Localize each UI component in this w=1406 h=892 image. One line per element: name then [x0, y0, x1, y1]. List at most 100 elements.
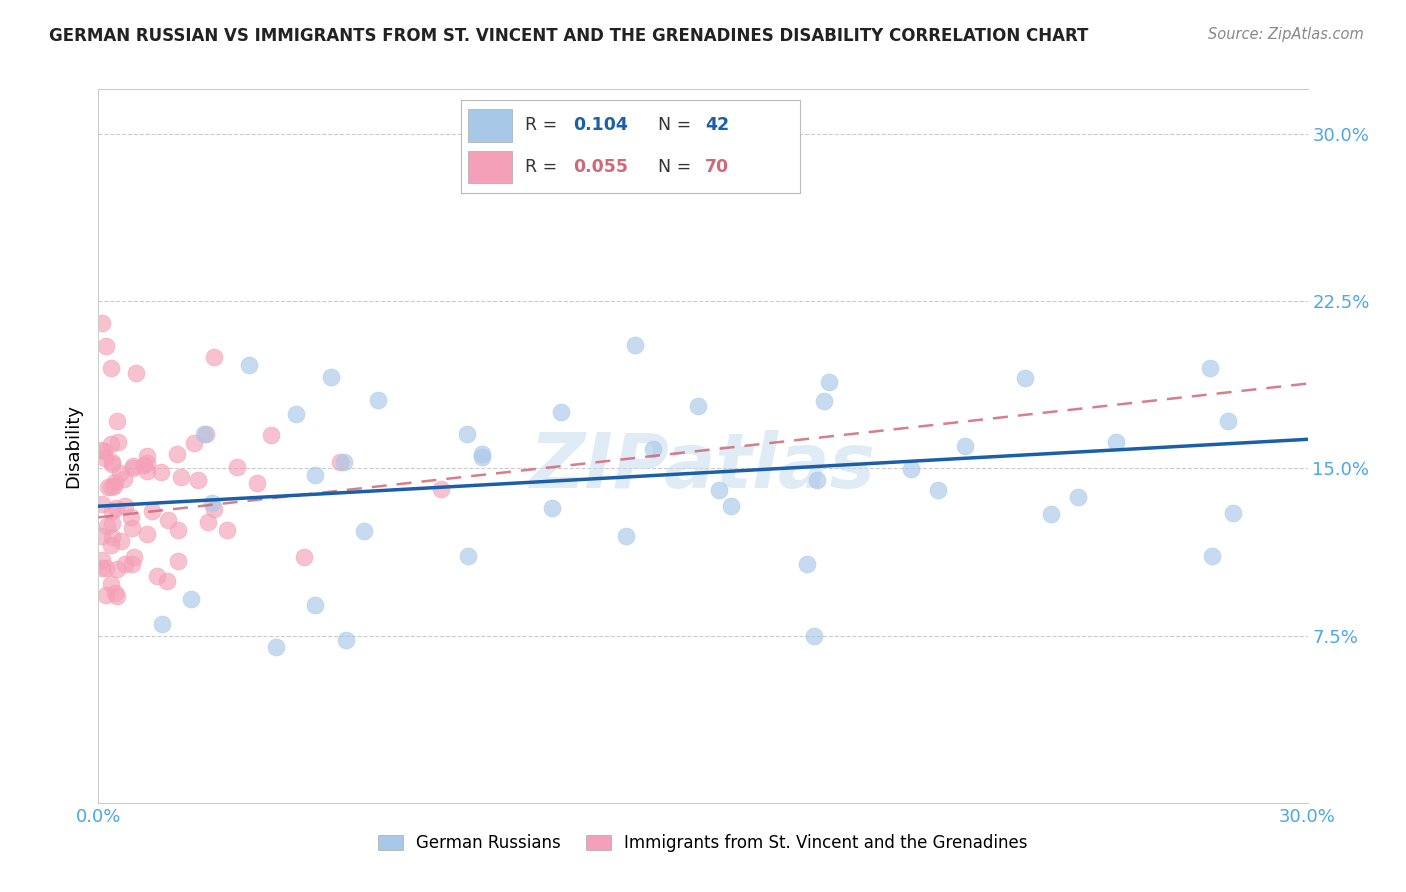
Point	[707, 483, 730, 497]
Point	[93, 451, 115, 466]
Point	[1014, 371, 1036, 385]
Point	[121, 521, 143, 535]
Y-axis label: Disability: Disability	[65, 404, 83, 488]
Point	[457, 549, 479, 564]
Point	[215, 524, 238, 538]
Point	[430, 483, 453, 497]
Point	[167, 523, 190, 537]
Point	[367, 392, 389, 407]
Point	[91, 442, 114, 457]
Point	[156, 513, 179, 527]
Point	[201, 496, 224, 510]
Point	[813, 393, 835, 408]
Point	[101, 455, 124, 469]
Point	[114, 557, 136, 571]
Text: ZIPatlas: ZIPatlas	[530, 431, 876, 504]
Point	[292, 550, 315, 565]
Point	[166, 447, 188, 461]
Point	[136, 456, 159, 470]
Point	[105, 590, 128, 604]
Point	[150, 617, 173, 632]
Point	[146, 569, 169, 583]
Point	[266, 640, 288, 654]
Point	[456, 426, 478, 441]
Point	[110, 534, 132, 549]
Point	[1218, 414, 1240, 428]
Point	[100, 480, 122, 494]
Point	[1067, 491, 1090, 505]
Point	[103, 479, 125, 493]
Point	[141, 504, 163, 518]
Point	[1201, 549, 1223, 563]
Point	[104, 585, 127, 599]
Point	[686, 399, 709, 413]
Point	[100, 577, 122, 591]
Point	[121, 459, 143, 474]
Point	[304, 468, 326, 483]
Point	[150, 465, 173, 479]
Point	[122, 549, 145, 564]
Point	[101, 530, 124, 544]
Point	[105, 414, 128, 428]
Point	[110, 466, 132, 480]
Point	[122, 460, 145, 475]
Point	[100, 504, 122, 518]
Point	[471, 447, 494, 461]
Point	[104, 475, 127, 489]
Point	[541, 500, 564, 515]
Point	[202, 502, 225, 516]
Point	[136, 449, 159, 463]
Point	[107, 435, 129, 450]
Point	[796, 557, 818, 571]
Point	[155, 574, 177, 588]
Point	[135, 464, 157, 478]
Point	[91, 553, 114, 567]
Point	[121, 557, 143, 571]
Point	[167, 554, 190, 568]
Point	[193, 427, 215, 442]
Point	[91, 561, 114, 575]
Point	[471, 450, 494, 465]
Point	[614, 529, 637, 543]
Point	[125, 367, 148, 381]
Point	[100, 538, 122, 552]
Point	[333, 455, 356, 469]
Text: Source: ZipAtlas.com: Source: ZipAtlas.com	[1208, 27, 1364, 42]
Point	[927, 483, 949, 497]
Point	[187, 473, 209, 487]
Point	[100, 516, 122, 531]
Point	[93, 443, 115, 458]
Point	[304, 598, 326, 612]
Point	[132, 458, 155, 473]
Point	[803, 629, 825, 643]
Point	[96, 561, 118, 575]
Point	[91, 529, 114, 543]
Point	[91, 498, 114, 512]
Point	[114, 499, 136, 513]
Point	[112, 473, 135, 487]
Point	[806, 473, 828, 487]
Point	[101, 457, 124, 471]
Point	[91, 316, 114, 330]
Point	[136, 527, 159, 541]
Point	[170, 470, 193, 484]
Point	[643, 442, 665, 456]
Point	[285, 407, 308, 421]
Point	[104, 501, 127, 516]
Point	[96, 338, 118, 352]
Point	[97, 480, 120, 494]
Point	[195, 427, 218, 442]
Point	[1222, 506, 1244, 520]
Point	[1198, 360, 1220, 375]
Point	[100, 437, 122, 451]
Legend: German Russians, Immigrants from St. Vincent and the Grenadines: German Russians, Immigrants from St. Vin…	[371, 828, 1035, 859]
Point	[260, 428, 283, 442]
Point	[96, 518, 118, 533]
Point	[202, 350, 225, 364]
Point	[321, 369, 343, 384]
Point	[353, 524, 375, 538]
Point	[120, 510, 142, 524]
Point	[818, 375, 841, 389]
Point	[246, 476, 269, 491]
Point	[1105, 435, 1128, 450]
